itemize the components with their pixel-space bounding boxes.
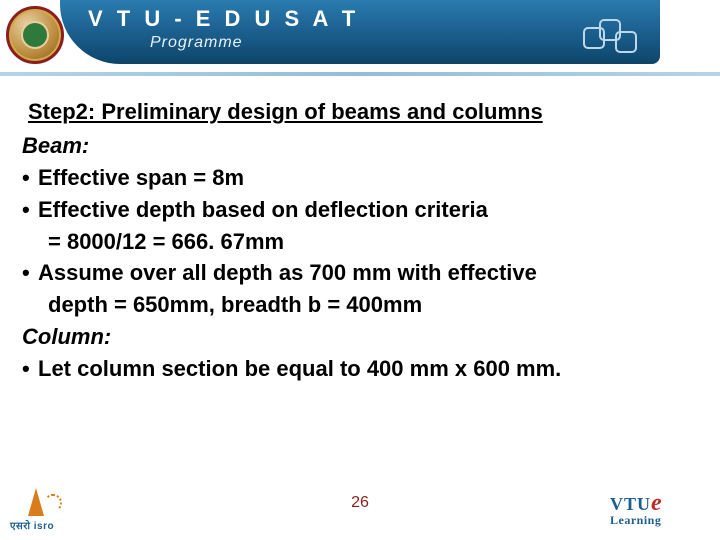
vtu-elearning-logo: VTUe Learning xyxy=(610,490,710,534)
isro-label: एसरो isro xyxy=(10,518,54,532)
isro-logo: एसरो isro xyxy=(10,488,72,532)
vtu-crest-logo xyxy=(6,6,64,64)
bullet-dot-icon: • xyxy=(22,194,38,226)
rocket-icon xyxy=(28,488,44,516)
bullet-continuation: depth = 650mm, breadth b = 400mm xyxy=(22,289,702,321)
bullet-item: • Let column section be equal to 400 mm … xyxy=(22,353,702,385)
orbit-icon xyxy=(44,494,62,512)
banner-squares-icon xyxy=(580,18,650,58)
bullet-dot-icon: • xyxy=(22,257,38,289)
bullet-dot-icon: • xyxy=(22,353,38,385)
beam-calc-line: = 8000/12 = 666. 67mm xyxy=(22,226,702,258)
brand-learning: Learning xyxy=(610,513,710,528)
header-subtitle: Programme xyxy=(150,34,243,52)
beam-label: Beam: xyxy=(22,130,702,162)
bullet-text: Effective span = 8m xyxy=(38,162,244,194)
column-label: Column: xyxy=(22,321,702,353)
bullet-text: Let column section be equal to 400 mm x … xyxy=(38,353,561,385)
bullet-item: • Effective span = 8m xyxy=(22,162,702,194)
bullet-item: • Effective depth based on deflection cr… xyxy=(22,194,702,226)
step-title: Step2: Preliminary design of beams and c… xyxy=(28,96,702,128)
slide-content: Step2: Preliminary design of beams and c… xyxy=(22,96,702,385)
bullet-text: Assume over all depth as 700 mm with eff… xyxy=(38,257,537,289)
header-divider xyxy=(0,72,720,76)
crest-inner xyxy=(21,21,49,49)
header-title: V T U - E D U S A T xyxy=(88,6,359,32)
header-banner-region: V T U - E D U S A T Programme xyxy=(0,0,720,88)
bullet-dot-icon: • xyxy=(22,162,38,194)
brand-vtu: VTU xyxy=(610,494,651,514)
bullet-text: Effective depth based on deflection crit… xyxy=(38,194,488,226)
bullet-item: • Assume over all depth as 700 mm with e… xyxy=(22,257,702,289)
